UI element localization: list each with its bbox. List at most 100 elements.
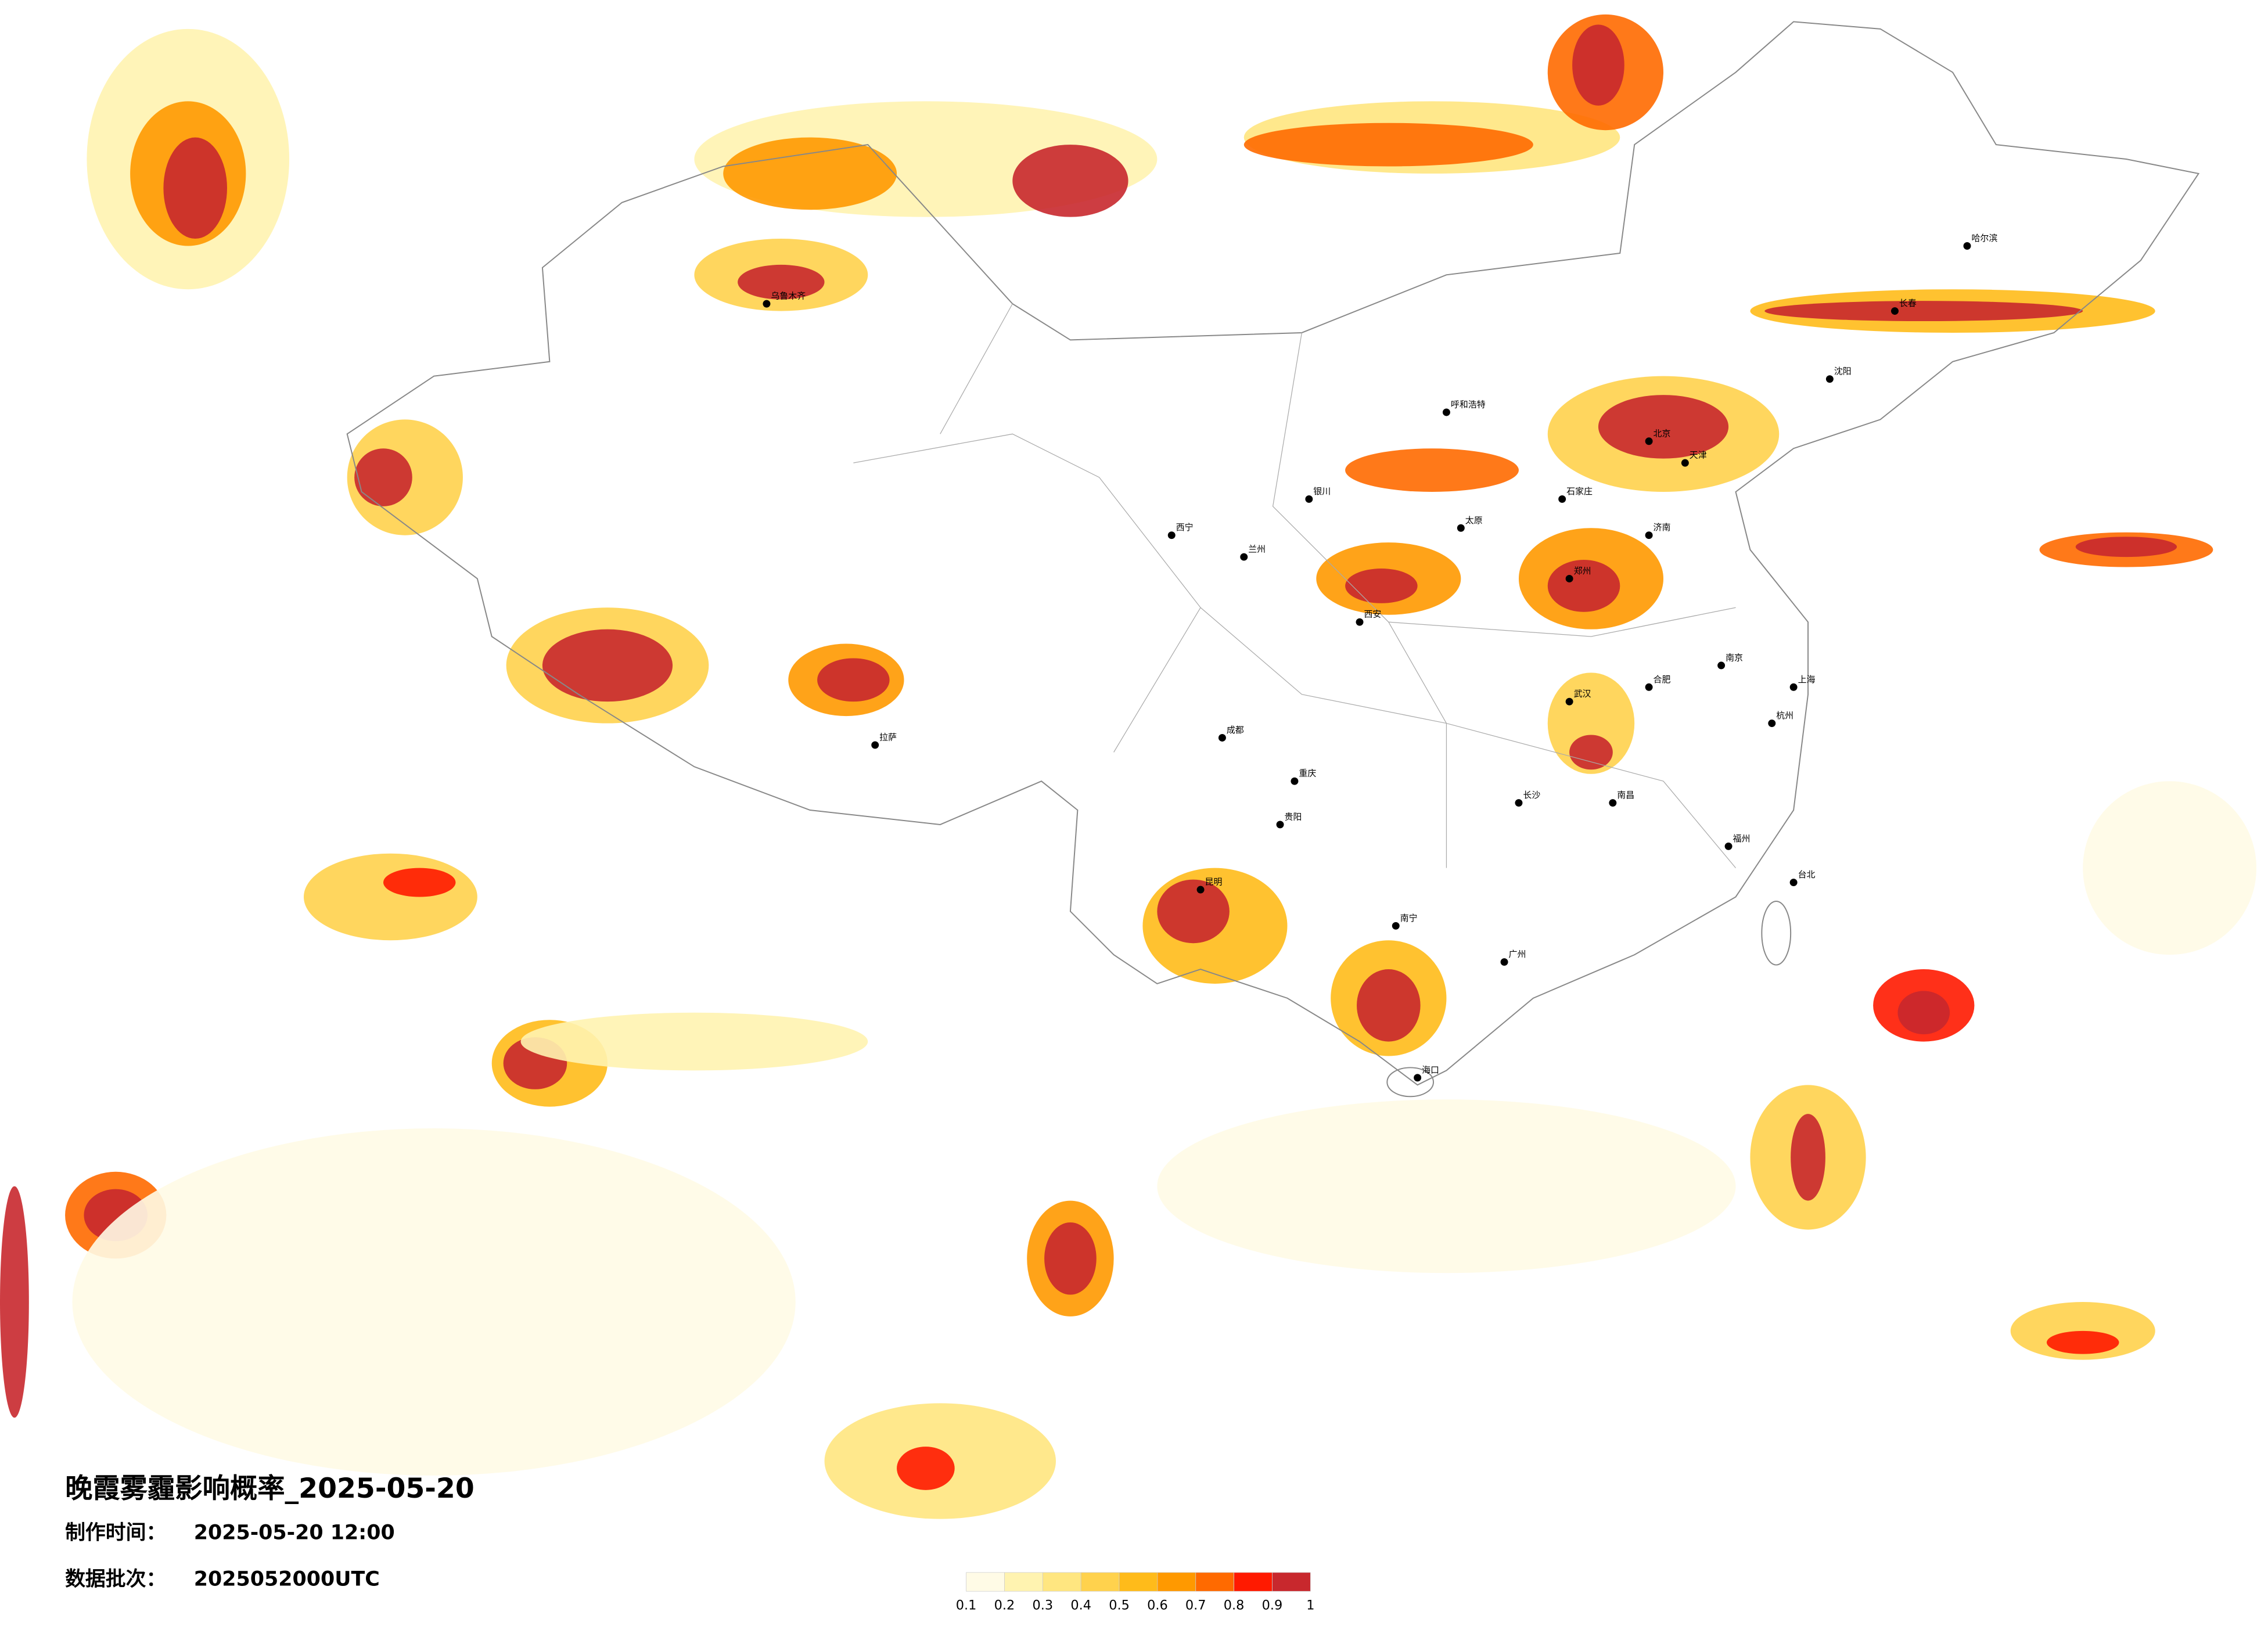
heat-area (1012, 145, 1128, 217)
city-dot (1768, 720, 1776, 728)
city-label: 福州 (1733, 833, 1751, 844)
city-label: 北京 (1654, 428, 1671, 438)
city-dot (1565, 574, 1573, 582)
city-label: 西宁 (1176, 522, 1194, 533)
city-dot (1558, 495, 1566, 503)
batch: 2025052000UTC (194, 1567, 380, 1591)
colorbar-cell (1157, 1572, 1196, 1592)
heat-area (1345, 569, 1418, 603)
colorbar-cell (1004, 1572, 1043, 1592)
colorbar-tick-label: 0.4 (1070, 1598, 1091, 1613)
city-dot (1645, 531, 1653, 539)
heat-area (897, 1447, 955, 1490)
colorbar-cell (1195, 1572, 1234, 1592)
colorbar-cell (1272, 1572, 1311, 1592)
heat-area (354, 448, 412, 506)
city-dot (871, 741, 879, 749)
city-dot (1457, 524, 1465, 532)
colorbar-cell (1234, 1572, 1273, 1592)
city-dot (1442, 408, 1450, 416)
heat-area (2046, 1330, 2119, 1354)
city-dot (1825, 375, 1834, 383)
city-label: 台北 (1798, 869, 1816, 880)
city-dot (1305, 495, 1313, 503)
city-dot (1645, 437, 1653, 445)
city-label: 石家庄 (1566, 486, 1593, 497)
city-label: 西安 (1364, 609, 1381, 620)
heat-area (1569, 735, 1613, 770)
city-label: 沈阳 (1834, 366, 1852, 376)
city-dot (1167, 531, 1176, 539)
heat-area (2075, 537, 2177, 557)
city-dot (1414, 1074, 1422, 1082)
city-dot (1645, 683, 1653, 691)
heat-area (1157, 879, 1230, 944)
city-label: 广州 (1509, 949, 1526, 959)
heat-area (723, 137, 897, 210)
city-label: 南京 (1726, 652, 1743, 663)
city-dot (1724, 842, 1733, 850)
country-border (346, 21, 2200, 1086)
city-label: 济南 (1654, 522, 1671, 533)
heat-area (383, 868, 456, 897)
city-dot (1565, 697, 1573, 706)
city-label: 兰州 (1248, 544, 1266, 555)
city-label: 郑州 (1574, 566, 1591, 576)
city-dot (1291, 777, 1299, 785)
city-dot (1717, 661, 1726, 670)
heat-area (163, 137, 227, 239)
city-label: 长沙 (1523, 790, 1540, 800)
city-label: 哈尔滨 (1971, 233, 1997, 243)
city-dot (1276, 821, 1284, 829)
city-label: 乌鲁木齐 (771, 291, 806, 301)
island-border (1386, 1067, 1435, 1098)
island-border (1761, 900, 1792, 966)
heat-area (1044, 1222, 1097, 1295)
city-label: 拉萨 (879, 732, 897, 742)
made-time-label: 制作时间： (65, 1521, 166, 1545)
batch-label: 数据批次： (65, 1567, 166, 1591)
city-label: 贵阳 (1285, 811, 1302, 822)
heat-layer (0, 14, 2257, 1519)
city-label: 合肥 (1654, 674, 1671, 685)
city-label: 上海 (1798, 674, 1816, 685)
city-dot (1392, 922, 1400, 930)
colorbar-tick-label: 0.7 (1185, 1598, 1206, 1613)
city-label: 南宁 (1400, 913, 1418, 923)
colorbar-tick-label: 0.6 (1147, 1598, 1168, 1613)
colorbar-tick-label: 0.9 (1262, 1598, 1283, 1613)
city-label: 天津 (1690, 450, 1707, 461)
city-dot (1789, 879, 1798, 887)
heat-area (1572, 24, 1624, 106)
city-dot (1356, 618, 1364, 626)
city-label: 长春 (1899, 298, 1917, 308)
heat-area (0, 1186, 29, 1418)
colorbar: 0.1 0.2 0.3 0.4 0.5 0.6 0.7 0.8 0.9 1 (956, 1572, 1314, 1613)
city-dot (1240, 553, 1248, 561)
heat-area (1897, 991, 1950, 1035)
city-dot (1890, 307, 1899, 315)
colorbar-cell (966, 1572, 1005, 1592)
city-dot (1500, 958, 1508, 966)
heat-area (1345, 448, 1519, 492)
heat-area (817, 658, 890, 702)
city-dot (1515, 799, 1523, 807)
colorbar-cell (1119, 1572, 1158, 1592)
heat-area (2083, 781, 2257, 955)
made-time: 2025-05-20 12:00 (194, 1521, 395, 1545)
heat-area (738, 264, 825, 300)
city-label: 昆明 (1205, 877, 1223, 887)
heat-area (542, 629, 673, 702)
heat-area (1243, 123, 1533, 167)
city-dot (763, 300, 771, 308)
city-label: 银川 (1313, 486, 1331, 497)
city-label: 海口 (1422, 1064, 1439, 1075)
city-label: 重庆 (1299, 768, 1316, 779)
heat-area (1357, 969, 1421, 1042)
city-dot (1218, 733, 1226, 742)
city-label: 南昌 (1617, 790, 1634, 800)
heat-area (1791, 1114, 1825, 1201)
